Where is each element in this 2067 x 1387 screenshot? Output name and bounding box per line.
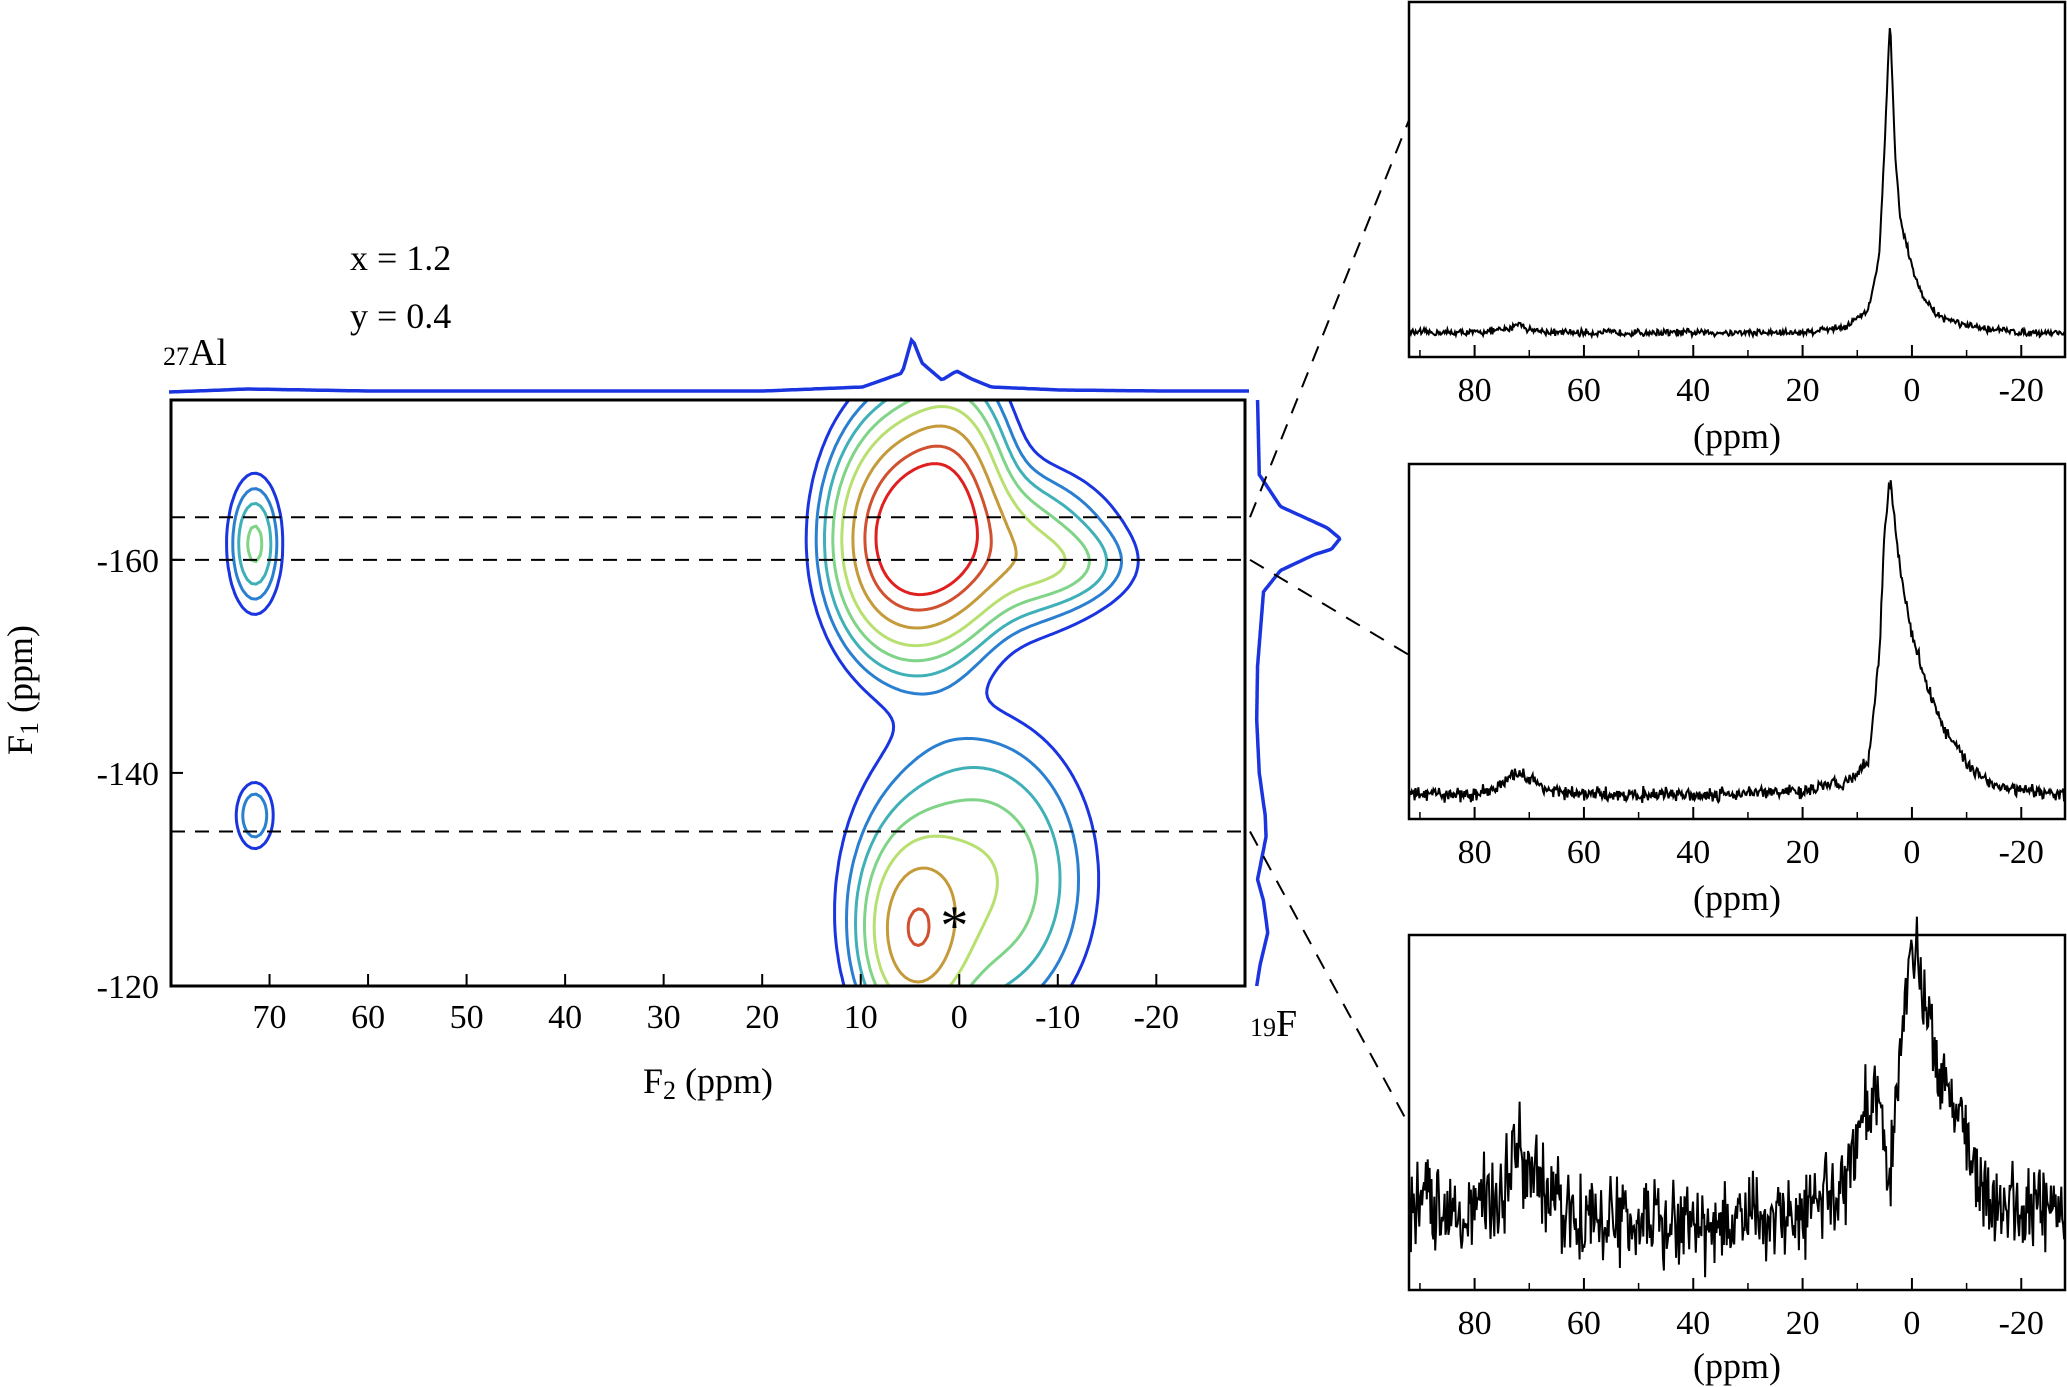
al27-projection-line (168, 336, 1249, 394)
connector-line-1 (1249, 119, 1410, 518)
slice-tick-label: 0 (1903, 372, 1920, 409)
y-axis-title-main: F (0, 735, 40, 755)
top-projection-label-sub: 27 (163, 342, 189, 371)
right-projection-label-main: F (1276, 1003, 1297, 1045)
y-tick-label: -160 (97, 543, 159, 580)
slice-panel-1-frame (1407, 0, 2067, 359)
right-projection-label-sub: 19 (1250, 1013, 1276, 1042)
main-2d-panel: x = 1.2 y = 0.4 27Al * 70 60 50 40 30 20 10 0 -1… (0, 238, 1342, 1105)
slice-panel-3: 80 60 40 20 0 -20 (ppm) (1407, 916, 2067, 1386)
y-tick-label: -120 (97, 969, 159, 1006)
slice-tick-label: 20 (1786, 1305, 1820, 1342)
contour-level-8 (874, 462, 979, 597)
slice-panel-1-ticks: 80 60 40 20 0 -20 (1419, 345, 2044, 409)
x-axis-title-main: F (643, 1061, 663, 1101)
slice-panel-2-frame (1407, 462, 2067, 821)
parameter-x: x = 1.2 (350, 238, 451, 278)
x-tick-label: 10 (844, 999, 878, 1036)
slice-panel-3-ticks: 80 60 40 20 0 -20 (1419, 1278, 2044, 1342)
slice-tick-label: -20 (1999, 372, 2044, 409)
contour-map (225, 398, 1140, 988)
slice-tick-label: 60 (1567, 372, 1601, 409)
x-tick-label: 70 (253, 999, 287, 1036)
y-tick-label: -140 (97, 756, 159, 793)
slice-tick-label: -20 (1999, 1305, 2044, 1342)
contour-level-7 (863, 444, 993, 947)
slice-tick-label: 80 (1458, 834, 1492, 871)
x-tick-label: 40 (548, 999, 582, 1036)
parameter-y: y = 0.4 (350, 296, 451, 336)
contour-level-3 (237, 398, 1109, 988)
connector-line-3 (1249, 831, 1410, 1126)
slice-tick-label: 80 (1458, 372, 1492, 409)
slice-panel-2-ticks: 80 60 40 20 0 -20 (1419, 807, 2044, 871)
contour-level-6 (851, 424, 1018, 984)
top-projection-label: 27Al (163, 332, 227, 374)
f19-projection-line (1254, 399, 1342, 987)
connector-line-2 (1249, 558, 1410, 656)
x-tick-label: 30 (647, 999, 681, 1036)
slice-tick-label: 60 (1567, 834, 1601, 871)
x-axis-title-sub: 2 (663, 1076, 676, 1105)
slice-panel-1: 80 60 40 20 0 -20 (ppm) (1407, 0, 2067, 456)
slice-tick-label: -20 (1999, 834, 2044, 871)
x-tick-label: 60 (351, 999, 385, 1036)
x-tick-label: 20 (745, 999, 779, 1036)
y-axis-title: F1 (ppm) (0, 625, 44, 755)
asterisk-annotation: * (940, 895, 968, 957)
slice-spectrum-2 (1408, 480, 2066, 805)
slice-tick-label: 80 (1458, 1305, 1492, 1342)
x-tick-label: 0 (951, 999, 968, 1036)
x-tick-label: 50 (450, 999, 484, 1036)
y-axis-ticks: -160 -140 -120 (97, 543, 183, 1006)
slice-panel-1-xlabel: (ppm) (1693, 416, 1781, 456)
slice-tick-label: 40 (1676, 1305, 1710, 1342)
y-axis-title-sub: 1 (15, 722, 44, 735)
slice-panel-3-frame (1407, 933, 2067, 1292)
contour-level-1 (225, 398, 1140, 988)
x-axis-title-rest: (ppm) (676, 1061, 773, 1101)
plot-frame (169, 398, 1247, 988)
contour-level-2 (231, 398, 1123, 988)
x-tick-label: -20 (1134, 999, 1179, 1036)
slice-tick-label: 20 (1786, 372, 1820, 409)
slice-tick-label: 40 (1676, 834, 1710, 871)
slice-connectors (1249, 119, 1410, 1126)
x-axis-title: F2 (ppm) (643, 1061, 773, 1105)
slice-spectrum-1 (1408, 27, 2066, 340)
slice-panel-3-xlabel: (ppm) (1693, 1346, 1781, 1386)
slice-panel-2-xlabel: (ppm) (1693, 878, 1781, 918)
slice-tick-label: 0 (1903, 1305, 1920, 1342)
top-projection-label-main: Al (189, 332, 227, 374)
slice-panel-2: 80 60 40 20 0 -20 (ppm) (1407, 462, 2067, 918)
slice-tick-label: 20 (1786, 834, 1820, 871)
y-axis-title-rest: (ppm) (0, 625, 40, 722)
x-tick-label: -10 (1035, 999, 1080, 1036)
slice-tick-label: 40 (1676, 372, 1710, 409)
dashed-slice-lines (171, 516, 1248, 833)
contour-level-4 (246, 398, 1091, 988)
contour-level-5 (840, 405, 1067, 988)
x-axis-ticks: 70 60 50 40 30 20 10 0 -10 -20 (253, 974, 1179, 1036)
slice-tick-label: 0 (1903, 834, 1920, 871)
slice-tick-label: 60 (1567, 1305, 1601, 1342)
right-projection-label: 19F (1250, 1003, 1297, 1045)
slice-spectrum-3 (1408, 916, 2066, 1278)
